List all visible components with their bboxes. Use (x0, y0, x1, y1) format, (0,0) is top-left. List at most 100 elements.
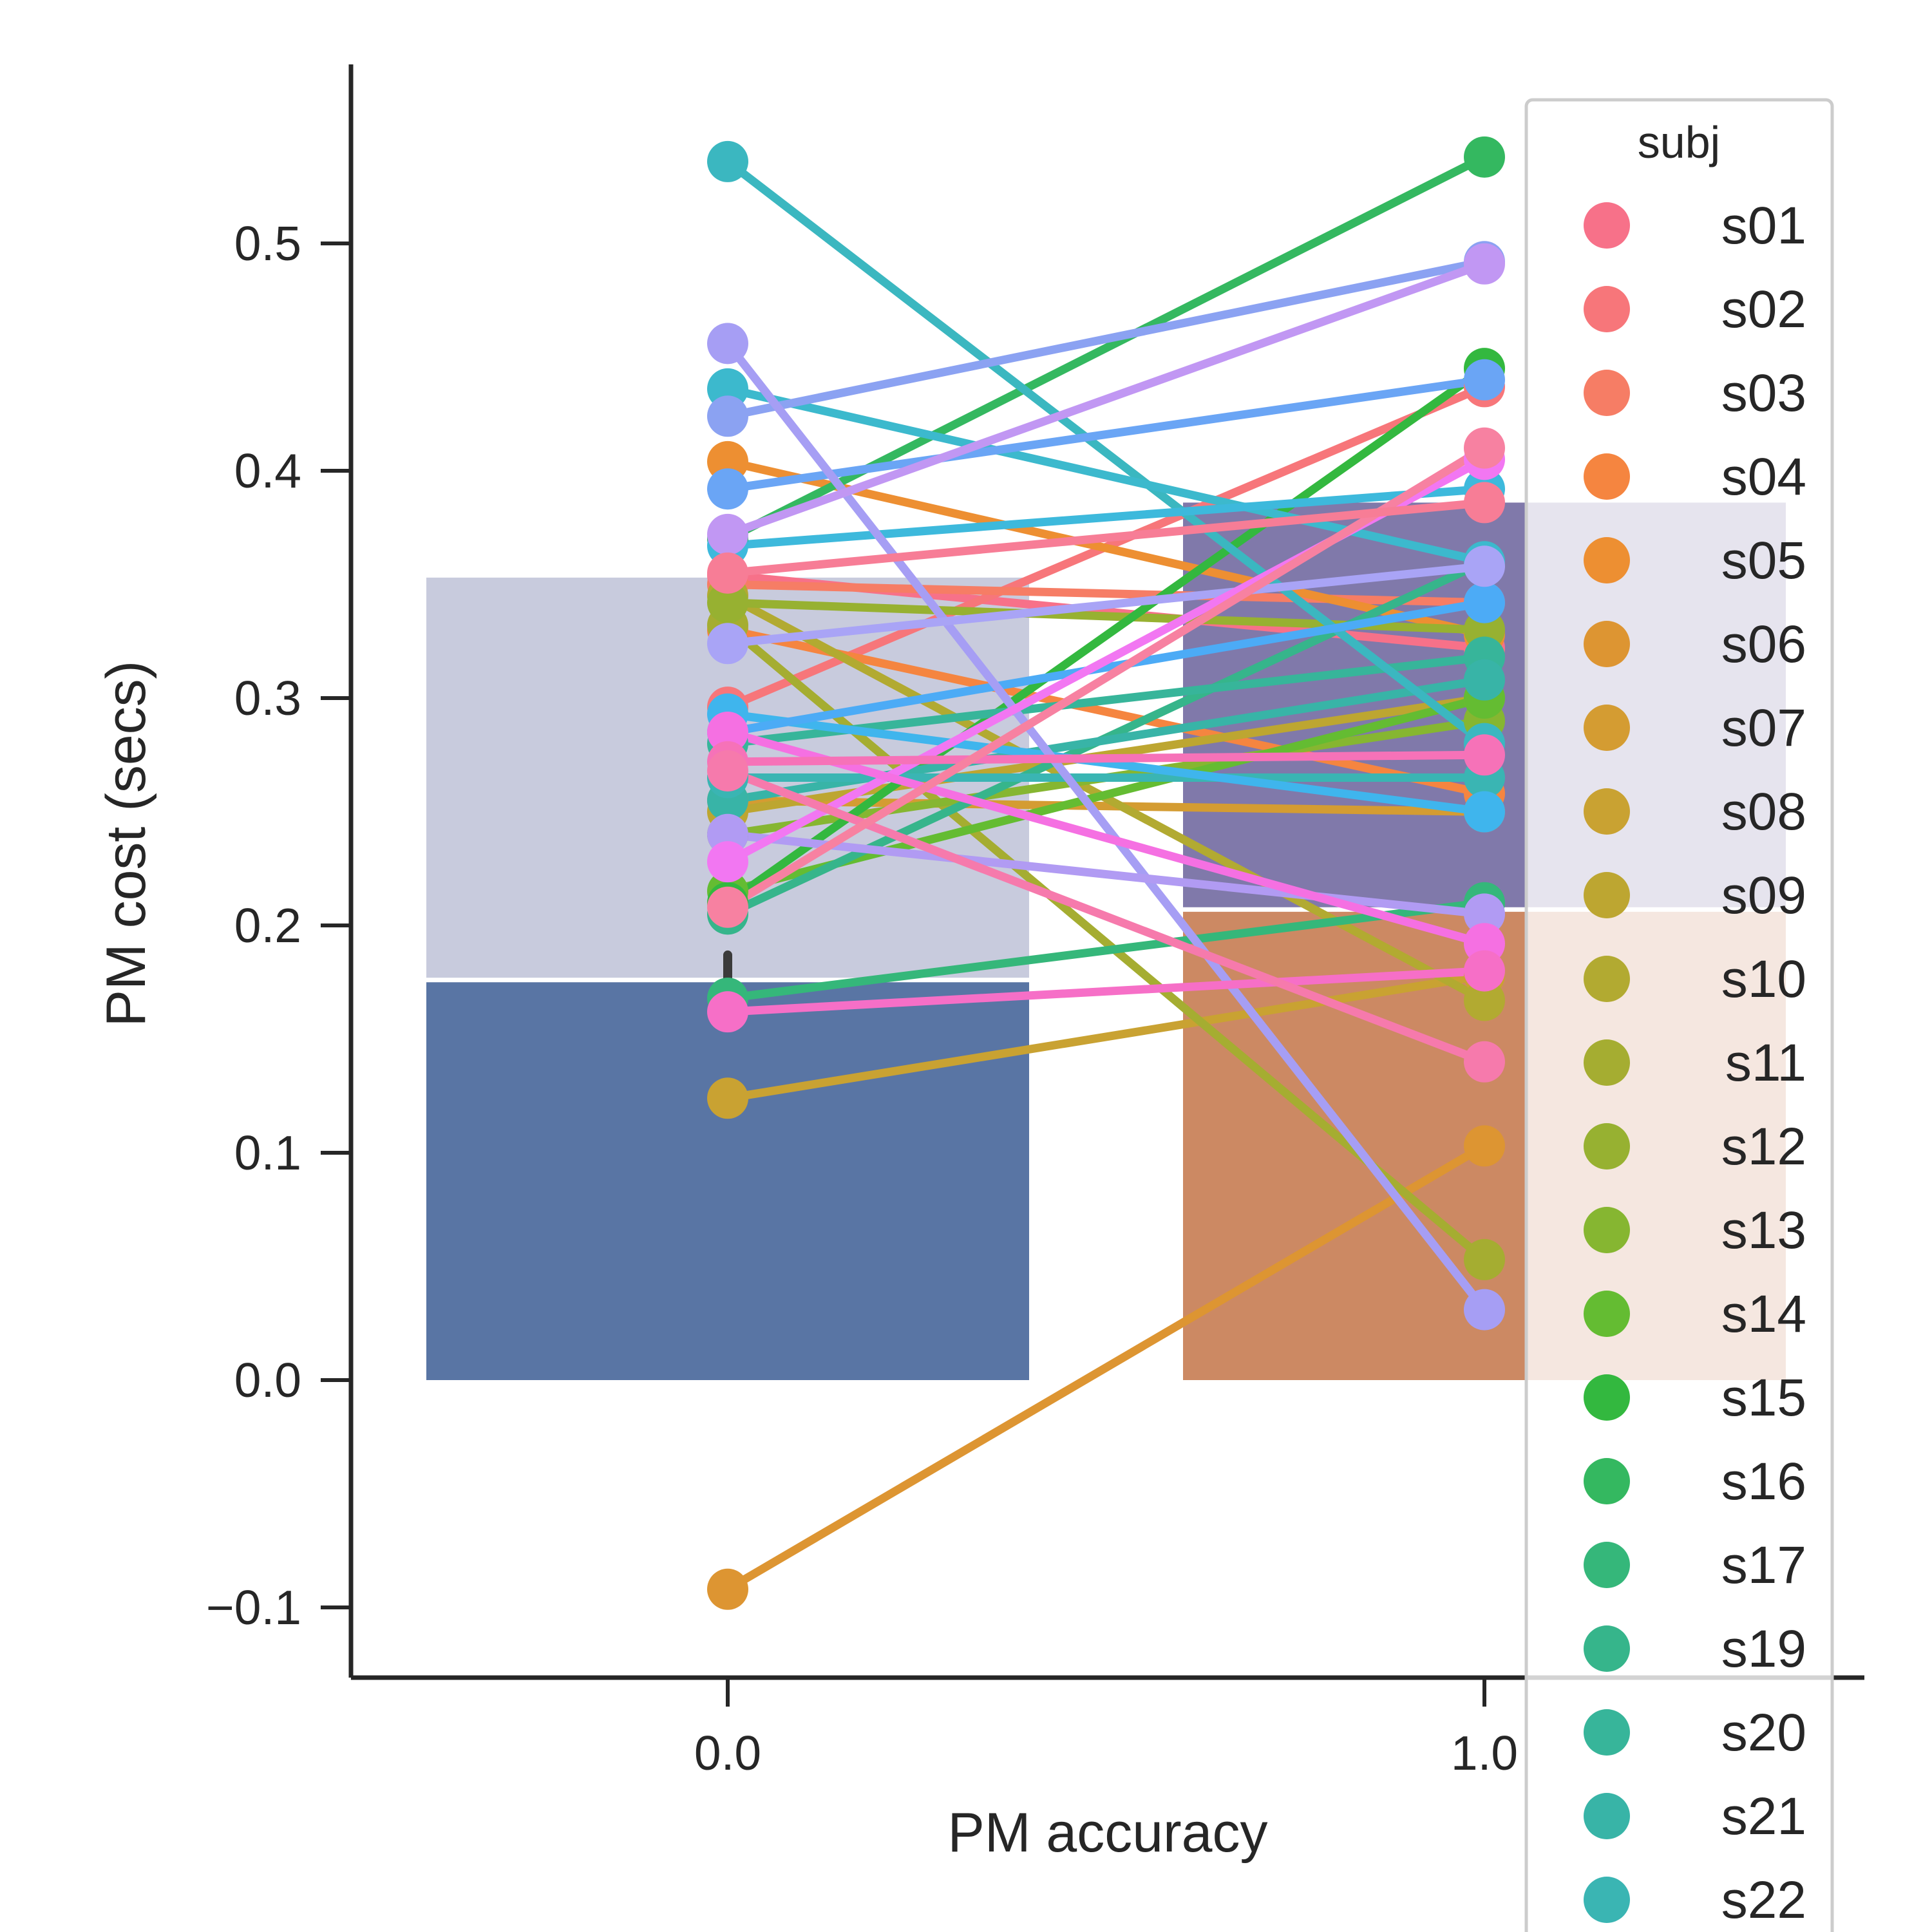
point-s36-1.0 (1464, 950, 1505, 992)
legend-label-s15: s15 (1721, 1368, 1806, 1427)
point-s30-1.0 (1464, 1289, 1505, 1331)
point-s38-1.0 (1464, 1041, 1505, 1083)
legend-marker-s20 (1584, 1709, 1630, 1756)
legend-label-s16: s16 (1721, 1452, 1806, 1511)
point-s12-0.0 (707, 582, 748, 623)
legend-marker-s02 (1584, 286, 1630, 332)
y-tick-label: −0.1 (206, 1580, 301, 1634)
point-s16-1.0 (1464, 136, 1505, 178)
legend-marker-s19 (1584, 1625, 1630, 1672)
y-tick-label: 0.0 (234, 1353, 301, 1407)
point-s39-1.0 (1464, 427, 1505, 469)
legend-marker-s17 (1584, 1542, 1630, 1588)
series-points-layer (707, 136, 1505, 1610)
point-s30-0.0 (707, 323, 748, 365)
y-tick-label: 0.3 (234, 671, 301, 725)
legend-label-s04: s04 (1721, 448, 1806, 506)
series-line-s28 (723, 375, 1489, 493)
point-s26-1.0 (1464, 791, 1505, 833)
legend-label-s05: s05 (1721, 531, 1806, 590)
legend-label-s08: s08 (1721, 782, 1806, 841)
legend-label-s07: s07 (1721, 699, 1806, 757)
point-s23-0.0 (707, 140, 748, 182)
series-line-s40 (723, 498, 1489, 578)
series-line-s15 (723, 364, 1489, 907)
point-s40-0.0 (707, 552, 748, 594)
legend-label-s17: s17 (1721, 1536, 1806, 1595)
legend-label-s06: s06 (1721, 615, 1806, 674)
point-s32-0.0 (707, 623, 748, 665)
series-line-s24 (723, 384, 1489, 566)
point-s10-1.0 (1464, 980, 1505, 1021)
legend-marker-s05 (1584, 537, 1630, 583)
point-s36-0.0 (707, 991, 748, 1033)
legend-marker-s01 (1584, 202, 1630, 249)
x-tick-label: 0.0 (694, 1726, 761, 1780)
legend-marker-s09 (1584, 872, 1630, 918)
legend-label-s03: s03 (1721, 364, 1806, 422)
point-s33-1.0 (1464, 243, 1505, 285)
legend-label-s14: s14 (1721, 1285, 1806, 1343)
point-s37-1.0 (1464, 734, 1505, 776)
series-line-s03 (723, 580, 1489, 607)
legend-label-s20: s20 (1721, 1703, 1806, 1762)
series-line-s04 (723, 625, 1489, 798)
point-s29-0.0 (707, 395, 748, 437)
legend-label-s21: s21 (1721, 1787, 1806, 1846)
series-line-s07 (723, 796, 1489, 816)
point-s34-0.0 (707, 841, 748, 883)
point-s31-1.0 (1464, 893, 1505, 935)
legend-marker-s03 (1584, 370, 1630, 416)
series-line-s25 (723, 484, 1489, 550)
series-lines-layer (723, 153, 1489, 1594)
point-s06-0.0 (707, 1568, 748, 1610)
series-line-s39 (723, 444, 1489, 912)
point-s40-1.0 (1464, 482, 1505, 524)
point-s27-1.0 (1464, 582, 1505, 623)
series-line-s29 (723, 257, 1489, 421)
bar-0.0 (426, 982, 1029, 1380)
x-axis-title: PM accuracy (947, 1802, 1267, 1864)
series-line-s23 (723, 157, 1489, 748)
y-tick-label: 0.1 (234, 1126, 301, 1180)
legend-label-s22: s22 (1721, 1871, 1806, 1929)
legend-marker-s06 (1584, 621, 1630, 667)
series-line-s17 (723, 898, 1489, 1003)
legend-marker-s04 (1584, 453, 1630, 500)
point-s06-1.0 (1464, 1125, 1505, 1167)
series-line-s31 (723, 830, 1489, 918)
y-tick-label: 0.4 (234, 444, 301, 498)
legend-title: subj (1638, 117, 1720, 167)
legend-label-s12: s12 (1721, 1117, 1806, 1176)
series-line-s33 (723, 260, 1489, 539)
legend-label-s02: s02 (1721, 280, 1806, 339)
series-line-s38 (723, 766, 1489, 1066)
legend: subj s01 s02 s03 s04 s05 s06 s07 s08 s09 s10 s11 s1… (1524, 98, 1834, 1932)
point-s38-0.0 (707, 750, 748, 791)
series-line-s32 (723, 562, 1489, 648)
point-s32-1.0 (1464, 545, 1505, 587)
series-line-s08 (723, 971, 1489, 1103)
legend-marker-s13 (1584, 1207, 1630, 1253)
legend-marker-s14 (1584, 1291, 1630, 1337)
legend-label-s13: s13 (1721, 1201, 1806, 1260)
legend-items: s01 s02 s03 s04 s05 s06 s07 s08 s09 s10 s11 s12 s13 s… (1584, 196, 1806, 1929)
series-line-s37 (723, 750, 1489, 766)
point-s08-0.0 (707, 1077, 748, 1119)
legend-marker-s11 (1584, 1039, 1630, 1086)
series-line-s30 (723, 339, 1489, 1314)
point-s33-0.0 (707, 513, 748, 555)
point-s35-0.0 (707, 711, 748, 753)
y-tick-label: 0.2 (234, 898, 301, 952)
x-tick-label: 1.0 (1451, 1726, 1518, 1780)
legend-marker-s16 (1584, 1458, 1630, 1504)
point-s39-0.0 (707, 886, 748, 928)
point-s28-0.0 (707, 468, 748, 510)
legend-label-s11: s11 (1725, 1034, 1806, 1092)
point-s21-1.0 (1464, 659, 1505, 701)
legend-marker-s21 (1584, 1793, 1630, 1839)
legend-label-s19: s19 (1721, 1620, 1806, 1678)
legend-marker-s10 (1584, 956, 1630, 1002)
y-axis-title: PM cost (secs) (95, 661, 157, 1027)
point-s28-1.0 (1464, 359, 1505, 401)
